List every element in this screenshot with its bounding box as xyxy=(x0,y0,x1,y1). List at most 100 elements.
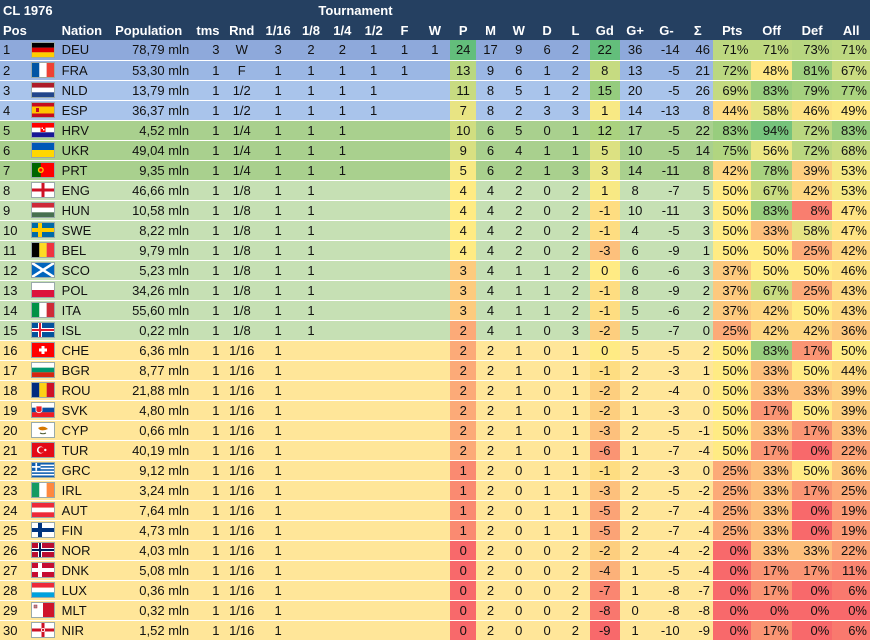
cell-r116: 1 xyxy=(260,280,296,301)
cell-gd: 0 xyxy=(589,340,620,361)
cell-d: 0 xyxy=(532,340,562,361)
cell-def: 25% xyxy=(791,240,833,261)
cell-gminus: -14 xyxy=(650,40,683,61)
cell-gminus: -3 xyxy=(650,360,683,381)
cell-sigma: 0 xyxy=(682,460,713,481)
cell-r12: 1 xyxy=(358,40,390,61)
cell-gplus: 2 xyxy=(619,520,651,541)
cell-gminus: -5 xyxy=(650,340,683,361)
cell-m: 4 xyxy=(476,220,505,241)
cell-l: 2 xyxy=(561,80,590,101)
cell-wins: 2 xyxy=(504,220,533,241)
cell-gminus: -7 xyxy=(650,180,683,201)
cell-def: 50% xyxy=(791,300,833,321)
cell-r14: 2 xyxy=(326,40,358,61)
cell-nation: FIN xyxy=(58,520,106,541)
cell-all: 50% xyxy=(832,340,870,361)
cell-pts: 50% xyxy=(712,440,752,461)
cell-r116: 1 xyxy=(260,400,296,421)
cell-p: 2 xyxy=(450,420,477,441)
cell-sigma: 3 xyxy=(682,260,713,281)
cell-gminus: -5 xyxy=(650,60,683,81)
cell-r12 xyxy=(358,620,390,641)
cell-rnd: 1/2 xyxy=(222,80,261,101)
cell-gd: 22 xyxy=(589,40,620,61)
cell-tms: 1 xyxy=(192,100,223,121)
cell-wins: 1 xyxy=(504,300,533,321)
cell-r12 xyxy=(358,220,390,241)
cell-r18: 1 xyxy=(295,100,327,121)
cell-r18: 1 xyxy=(295,60,327,81)
cell-nation: POL xyxy=(58,280,106,301)
cell-pts: 75% xyxy=(712,140,752,161)
cell-rnd: W xyxy=(222,40,261,61)
cell-all: 42% xyxy=(832,240,870,261)
col-l-header: L xyxy=(561,20,590,40)
cell-sigma: 1 xyxy=(682,360,713,381)
cell-off: 17% xyxy=(751,580,792,601)
cell-r14 xyxy=(326,460,358,481)
col-gplus-header: G+ xyxy=(619,20,651,40)
flag-icon-fin xyxy=(28,520,59,541)
cell-population: 53,30 mln xyxy=(105,60,193,81)
cell-l: 1 xyxy=(561,380,590,401)
cell-p: 1 xyxy=(450,460,477,481)
cell-f xyxy=(389,580,420,601)
flag-icon-dnk xyxy=(28,560,59,581)
cell-def: 25% xyxy=(791,280,833,301)
cell-off: 33% xyxy=(751,360,792,381)
cell-w xyxy=(419,320,451,341)
cell-gplus: 10 xyxy=(619,140,651,161)
cell-l: 1 xyxy=(561,120,590,141)
cell-p: 2 xyxy=(450,340,477,361)
flag-icon-nir xyxy=(28,620,59,641)
cell-d: 0 xyxy=(532,580,562,601)
cell-w xyxy=(419,120,451,141)
cell-p: 0 xyxy=(450,560,477,581)
cell-wins: 1 xyxy=(504,380,533,401)
cell-m: 2 xyxy=(476,440,505,461)
cell-sigma: 3 xyxy=(682,200,713,221)
col-d-header: D xyxy=(532,20,562,40)
cell-tms: 1 xyxy=(192,260,223,281)
cell-gd: -1 xyxy=(589,280,620,301)
cell-m: 2 xyxy=(476,400,505,421)
cell-p: 7 xyxy=(450,100,477,121)
cell-nation: ENG xyxy=(58,180,106,201)
cell-r14: 1 xyxy=(326,140,358,161)
cell-sigma: 0 xyxy=(682,380,713,401)
cell-nation: CYP xyxy=(58,420,106,441)
cell-off: 42% xyxy=(751,320,792,341)
flag-icon-prt xyxy=(28,160,59,181)
cell-population: 0,66 mln xyxy=(105,420,193,441)
cell-population: 21,88 mln xyxy=(105,380,193,401)
cell-gminus: -3 xyxy=(650,400,683,421)
cell-off: 48% xyxy=(751,60,792,81)
cell-gminus: -5 xyxy=(650,560,683,581)
cell-r14 xyxy=(326,220,358,241)
cell-sigma: 0 xyxy=(682,320,713,341)
cell-l: 2 xyxy=(561,540,590,561)
cell-def: 72% xyxy=(791,120,833,141)
table-row: 8 ENG 46,66 mln 1 1/8 1 1 4 4 2 0 2 1 8 -7 5 50% 67% 42% 53… xyxy=(0,180,870,201)
cell-population: 10,58 mln xyxy=(105,200,193,221)
cell-nation: LUX xyxy=(58,580,106,601)
cell-wins: 5 xyxy=(504,80,533,101)
cell-m: 9 xyxy=(476,60,505,81)
cell-all: 36% xyxy=(832,320,870,341)
cell-population: 8,77 mln xyxy=(105,360,193,381)
cell-r12 xyxy=(358,460,390,481)
table-row: 24 AUT 7,64 mln 1 1/16 1 1 2 0 1 1 -5 2 -7 -4 25% 33% 0% 1… xyxy=(0,500,870,521)
cell-gplus: 2 xyxy=(619,480,651,501)
cell-p: 1 xyxy=(450,500,477,521)
cell-def: 72% xyxy=(791,140,833,161)
cell-p: 5 xyxy=(450,160,477,181)
cell-population: 36,37 mln xyxy=(105,100,193,121)
cell-r12 xyxy=(358,420,390,441)
cell-wins: 6 xyxy=(504,60,533,81)
cell-r12 xyxy=(358,160,390,181)
cell-gminus: -7 xyxy=(650,440,683,461)
cell-rnd: 1/16 xyxy=(222,620,261,641)
cell-f xyxy=(389,540,420,561)
